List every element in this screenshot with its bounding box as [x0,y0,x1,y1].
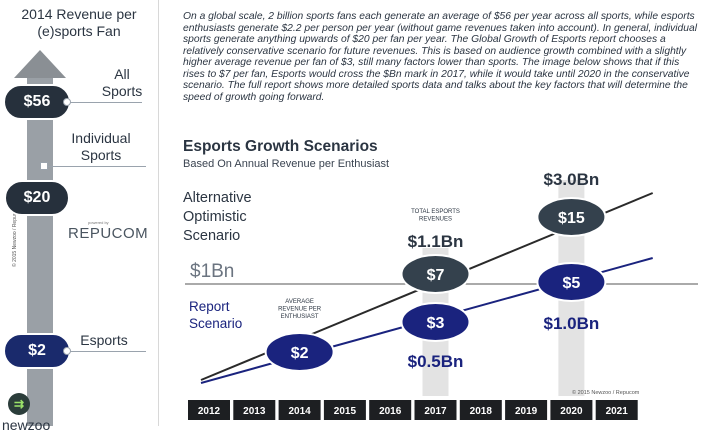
all-sports-label: All Sports [96,66,148,100]
esports-label: Esports [80,332,128,348]
marker-label-2017-s1: $3 [427,315,445,332]
all-sports-connector [66,102,142,103]
marker-caption-2017-s0-0: TOTAL ESPORTS [411,209,460,215]
year-box-2017 [414,400,457,420]
optimistic-scenario-label-line-1: Optimistic [183,209,247,225]
marker-label-2014-s1: $2 [291,345,309,362]
left-panel-title: 2014 Revenue per (e)sports Fan [0,6,158,40]
left-title-line1: 2014 Revenue per [21,6,137,22]
marker-2020-s1 [536,262,607,302]
marker-caption-2017-s0-1: REVENUES [419,217,452,223]
marker-caption-2014-s1-1: REVENUE PER [278,307,322,313]
left-panel: 2014 Revenue per (e)sports Fan © 2015 Ne… [0,0,159,433]
year-label-2020: 2020 [560,406,583,417]
marker-label-2020-s0: $15 [558,210,585,227]
marker-2014-s1 [264,332,335,372]
year-box-2019 [505,400,548,420]
individual-sports-label: Individual Sports [60,130,142,164]
all-sports-label-line2: Sports [101,83,143,99]
marker-value-below-2020-s1: $1.0Bn [544,314,600,333]
marker-2017-s0 [400,254,471,294]
year-label-2019: 2019 [515,406,538,417]
year-label-2018: 2018 [470,406,493,417]
chart-title: Esports Growth Scenarios [183,138,378,155]
year-label-2014: 2014 [288,406,311,417]
year-box-2018 [459,400,502,420]
marker-value-below-2017-s1: $0.5Bn [408,352,464,371]
repucom-logo: REPUCOM [68,225,148,242]
individual-sports-marker [40,162,48,170]
year-box-2015 [323,400,366,420]
individual-sports-label-line2: Sports [80,147,122,163]
year-label-2021: 2021 [606,406,629,417]
year-box-2014 [278,400,321,420]
marker-label-2020-s1: $5 [563,275,581,292]
optimistic-scenario-label-line-2: Scenario [183,228,240,244]
year-box-2021 [595,400,638,420]
marker-2020-s0 [536,197,607,237]
all-sports-label-line1: All [114,66,130,82]
marker-caption-2014-s1-2: ENTHUSIAST [281,314,319,320]
chart-subtitle: Based On Annual Revenue per Enthusiast [183,158,390,170]
sponsor-small-text: powered by [88,220,109,225]
optimistic-scenario-label-line-0: Alternative [183,190,252,206]
year-box-2016 [369,400,412,420]
year-box-2013 [233,400,276,420]
marker-value-above-2020-s0: $3.0Bn [544,170,600,189]
marker-2017-s1 [400,302,471,342]
chart-copyright: © 2015 Newzoo / Repucom [572,390,640,396]
marker-caption-2014-s1-0: AVERAGE [285,299,314,305]
individual-sports-value: $20 [4,180,70,216]
reference-line-label: $1Bn [190,261,234,282]
year-label-2016: 2016 [379,406,402,417]
esports-connector [66,351,146,352]
year-label-2013: 2013 [243,406,266,417]
individual-sports-label-line1: Individual [71,130,131,146]
marker-label-2017-s0: $7 [427,267,445,284]
year-label-2017: 2017 [424,406,447,417]
report-scenario-label-line-0: Report [189,299,230,314]
newzoo-logo-icon: ⇉ [8,393,30,415]
marker-value-above-2017-s0: $1.1Bn [408,232,464,251]
individual-sports-connector [44,166,146,167]
all-sports-value: $56 [3,84,71,120]
repucom-logo-text: REPUCOM [68,225,149,242]
intro-paragraph: On a global scale, 2 billion sports fans… [183,11,698,103]
year-box-2020 [550,400,593,420]
all-sports-dot [63,98,71,106]
year-label-2015: 2015 [334,406,357,417]
year-label-2012: 2012 [198,406,221,417]
esports-dot [63,347,71,355]
report-scenario-label-line-1: Scenario [189,316,242,331]
year-box-2012 [188,400,230,420]
left-title-line2: (e)sports Fan [37,23,121,39]
